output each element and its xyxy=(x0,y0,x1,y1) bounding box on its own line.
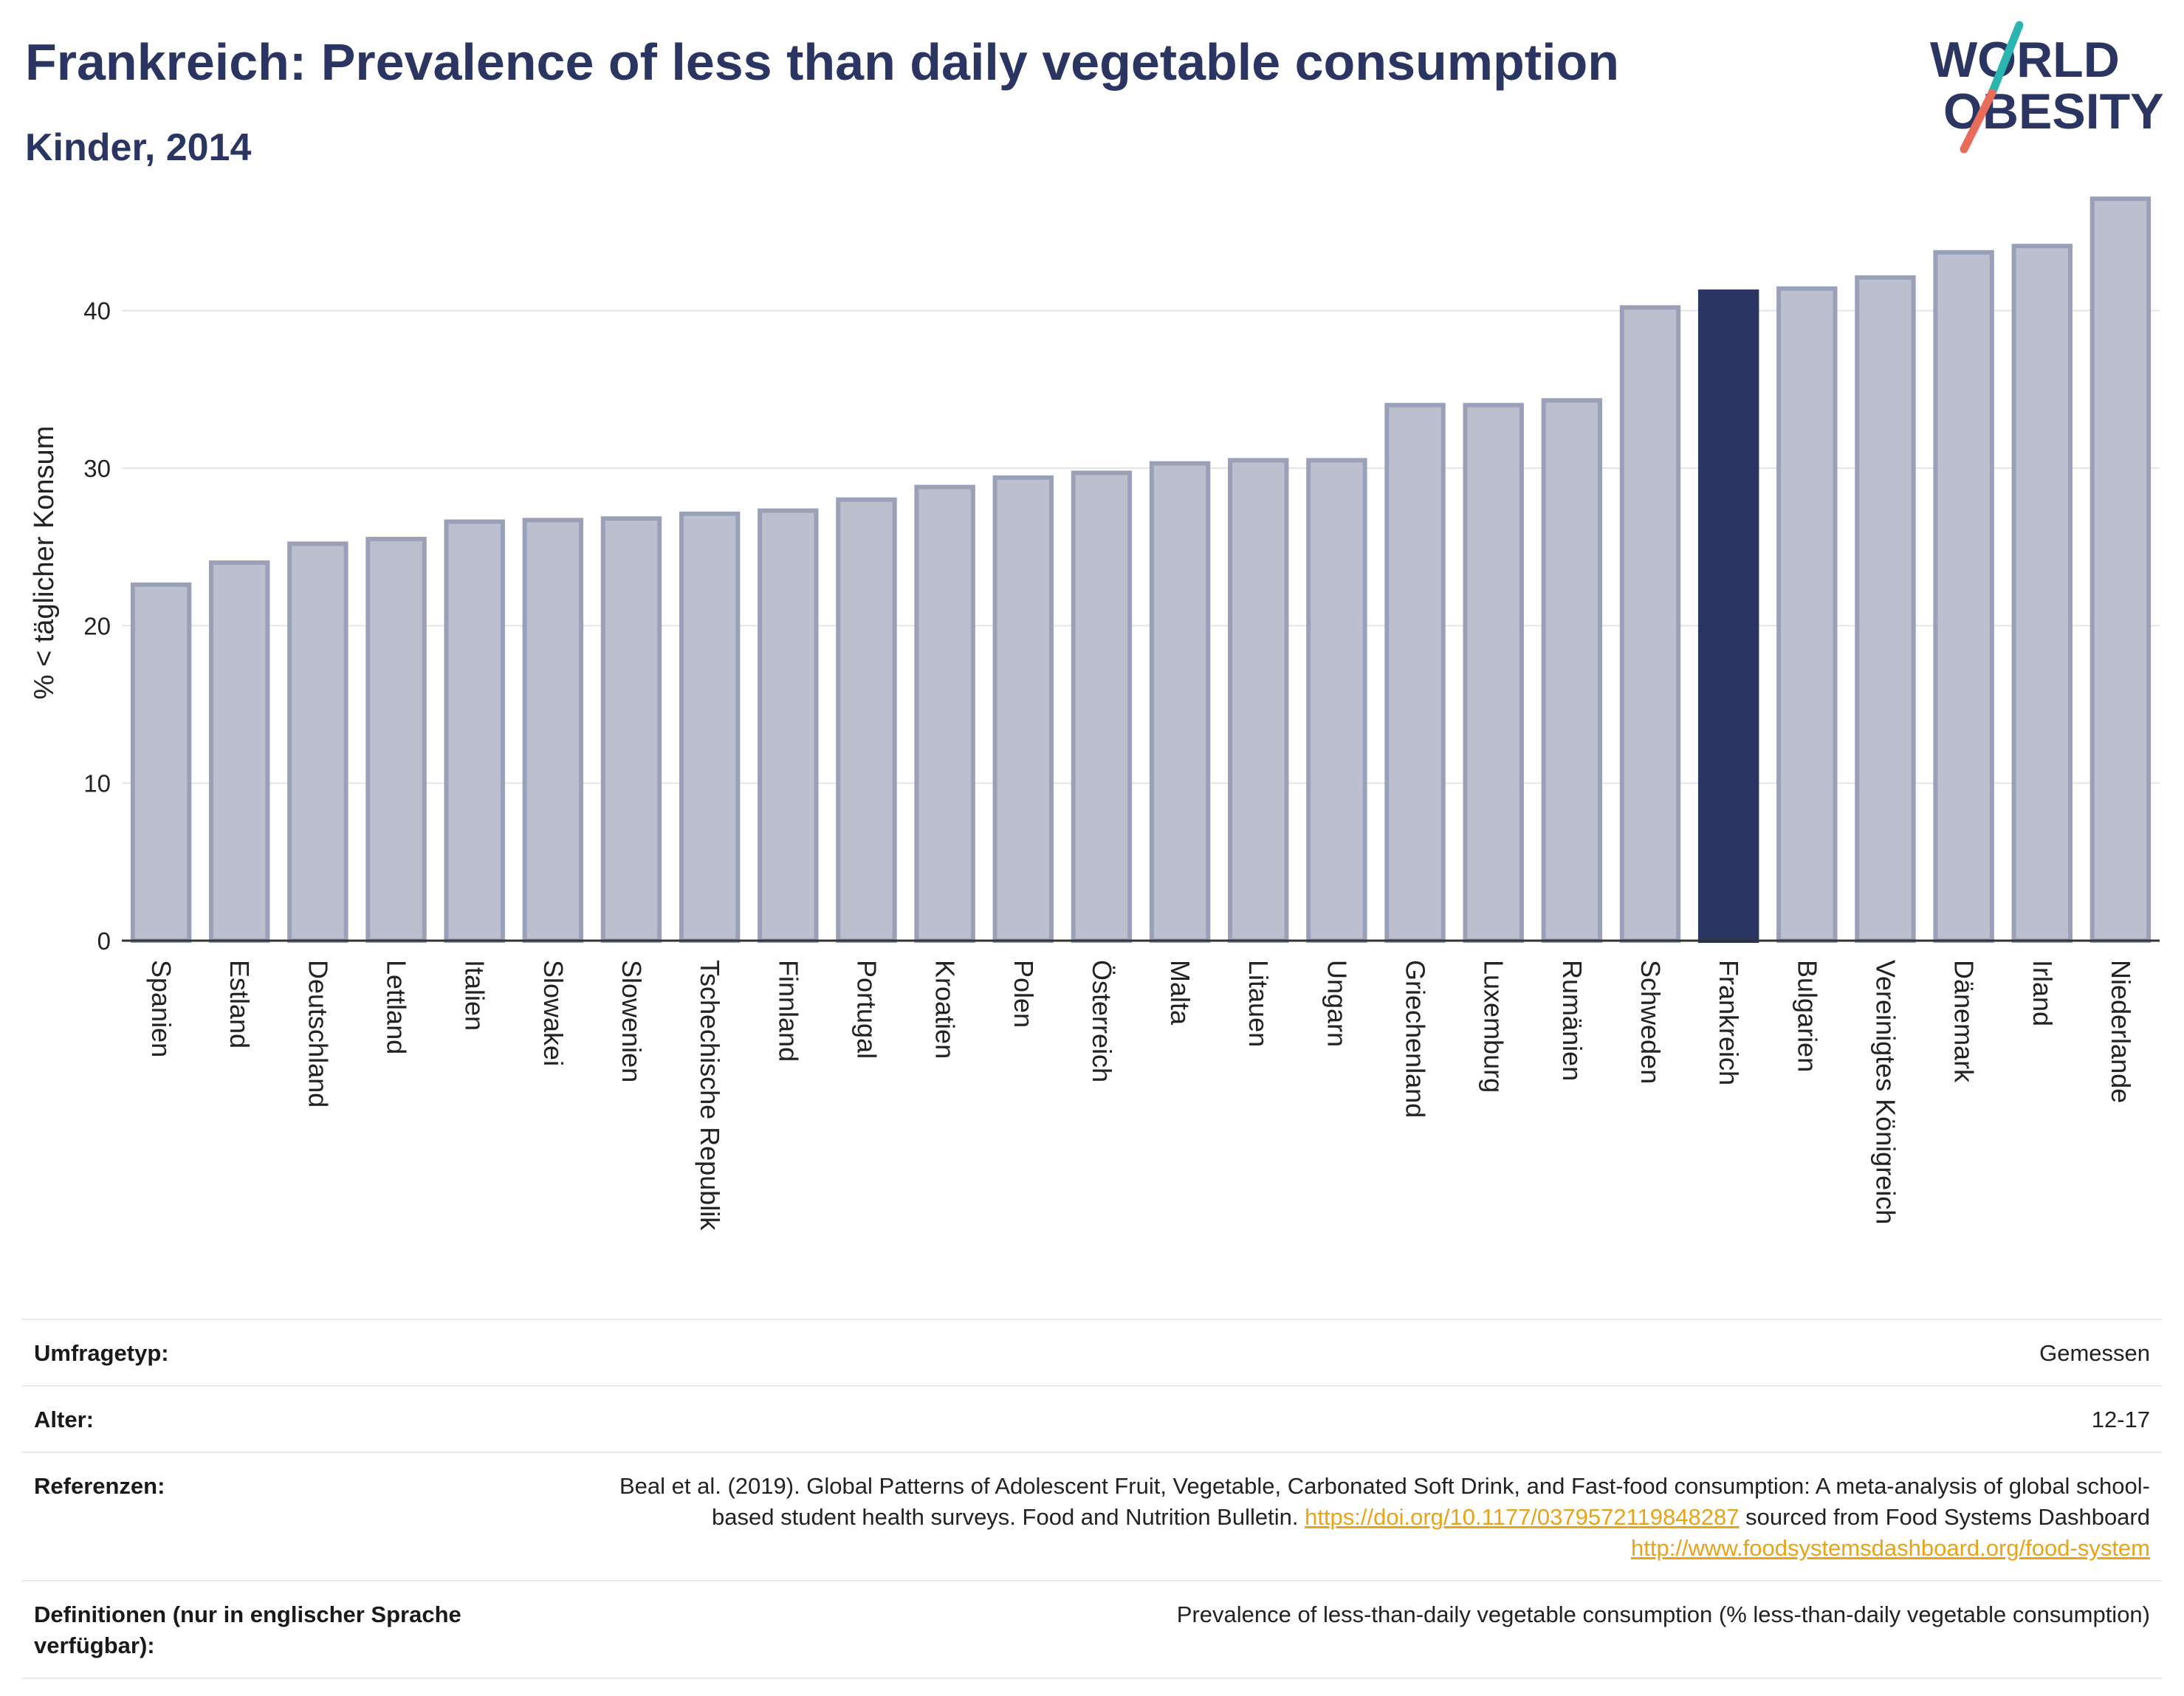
x-tick-label: Dänemark xyxy=(1949,960,1979,1083)
meta-value: 12-17 xyxy=(2091,1407,2150,1432)
meta-row-survey-type: Umfragetyp: Gemessen xyxy=(22,1319,2162,1385)
meta-label: Definitionen (nur in englischer Sprache … xyxy=(34,1601,461,1658)
x-tick-label: Lettland xyxy=(382,960,412,1054)
bar xyxy=(1149,461,1211,943)
dashboard-link[interactable]: http://www.foodsystemsdashboard.org/food… xyxy=(1631,1535,2150,1561)
metadata-table: Umfragetyp: Gemessen Alter: 12-17 Refere… xyxy=(22,1319,2162,1679)
meta-value: Prevalence of less-than-daily vegetable … xyxy=(1176,1601,2150,1627)
bar xyxy=(1933,250,1994,943)
x-tick-label: Vereinigtes Königreich xyxy=(1870,960,1900,1224)
bar xyxy=(365,537,427,943)
page-title: Frankreich: Prevalence of less than dail… xyxy=(25,33,1620,91)
logo-slash-top xyxy=(1988,21,2024,97)
bar xyxy=(209,560,270,943)
reference-text-2: sourced from Food Systems Dashboard xyxy=(1739,1504,2150,1530)
y-axis-label: % < täglicher Konsum xyxy=(29,426,60,700)
x-tick-label: Bulgarien xyxy=(1792,960,1822,1072)
x-tick-label: Litauen xyxy=(1243,960,1274,1047)
page-subtitle: Kinder, 2014 xyxy=(25,126,252,169)
meta-label: Alter: xyxy=(34,1407,94,1432)
y-tick-label: 0 xyxy=(97,927,111,955)
bar xyxy=(1776,286,1838,943)
x-tick-label: Spanien xyxy=(146,960,176,1057)
x-tick-label: Schweden xyxy=(1635,960,1666,1084)
logo-slash-bottom xyxy=(1960,89,1996,154)
x-tick-label: Estland xyxy=(224,960,255,1048)
bar xyxy=(1619,305,1681,943)
meta-row-definitions: Definitionen (nur in englischer Sprache … xyxy=(22,1580,2162,1679)
bar xyxy=(836,497,897,943)
meta-value-references: Beal et al. (2019). Global Patterns of A… xyxy=(600,1471,2150,1564)
bar xyxy=(1697,289,1759,944)
world-obesity-logo: WORLD OBESITY xyxy=(1930,21,2164,154)
bar xyxy=(914,484,975,943)
bar xyxy=(1463,402,1524,943)
bar xyxy=(992,475,1054,943)
bar xyxy=(679,511,741,943)
bar xyxy=(1306,458,1367,943)
bar xyxy=(600,516,662,943)
meta-row-references: Referenzen: Beal et al. (2019). Global P… xyxy=(22,1452,2162,1580)
reference-text: Beal et al. (2019). Global Patterns of A… xyxy=(619,1473,2150,1530)
x-tick-label: Polen xyxy=(1009,960,1039,1028)
x-tick-label: Niederlande xyxy=(2106,960,2136,1103)
bar xyxy=(2011,244,2073,943)
x-tick-label: Malta xyxy=(1165,960,1195,1026)
x-tick-label: Kroatien xyxy=(930,960,961,1059)
meta-row-age: Alter: 12-17 xyxy=(22,1385,2162,1452)
x-tick-label: Slowenien xyxy=(617,960,647,1082)
meta-label: Referenzen: xyxy=(34,1473,165,1499)
x-tick-label: Österreich xyxy=(1087,960,1117,1082)
x-tick-label: Irland xyxy=(2027,960,2058,1026)
bar xyxy=(1855,275,1916,944)
x-tick-label: Rumänien xyxy=(1557,960,1587,1081)
x-tick-label: Tschechische Republik xyxy=(695,960,725,1231)
bar-chart: 0 10 20 30 40 % < täglicher Konsum Spanien Estl… xyxy=(29,196,2160,1231)
bar xyxy=(287,541,348,943)
meta-value: Gemessen xyxy=(2039,1340,2150,1366)
meta-label: Umfragetyp: xyxy=(34,1340,169,1366)
chart-area: 0 10 20 30 40 % < täglicher Konsum Spanien Estl… xyxy=(29,196,2160,1231)
x-tick-label: Finnland xyxy=(773,960,803,1062)
x-tick-label: Deutschland xyxy=(303,960,333,1108)
x-tick-label: Luxemburg xyxy=(1479,960,1509,1093)
bar xyxy=(444,519,505,943)
y-tick-label: 40 xyxy=(83,298,111,325)
x-tick-label: Ungarn xyxy=(1322,960,1352,1047)
y-tick-label: 10 xyxy=(83,770,111,797)
bar xyxy=(1541,398,1603,943)
bar xyxy=(1071,470,1133,943)
bar xyxy=(130,582,192,943)
doi-link[interactable]: https://doi.org/10.1177/0379572119848287 xyxy=(1305,1504,1740,1530)
x-tick-label: Frankreich xyxy=(1714,960,1744,1085)
x-tick-label: Italien xyxy=(460,960,490,1031)
x-tick-label: Slowakei xyxy=(538,960,569,1066)
bar xyxy=(1384,402,1446,943)
bar xyxy=(522,518,584,943)
x-tick-label: Portugal xyxy=(851,960,882,1059)
logo-line1: WORLD xyxy=(1930,32,2120,88)
bar xyxy=(758,508,819,943)
y-tick-label: 30 xyxy=(83,455,111,482)
x-tick-label: Griechenland xyxy=(1401,960,1431,1118)
bar xyxy=(1228,458,1289,943)
y-tick-label: 20 xyxy=(83,612,111,639)
bar xyxy=(2089,196,2152,943)
